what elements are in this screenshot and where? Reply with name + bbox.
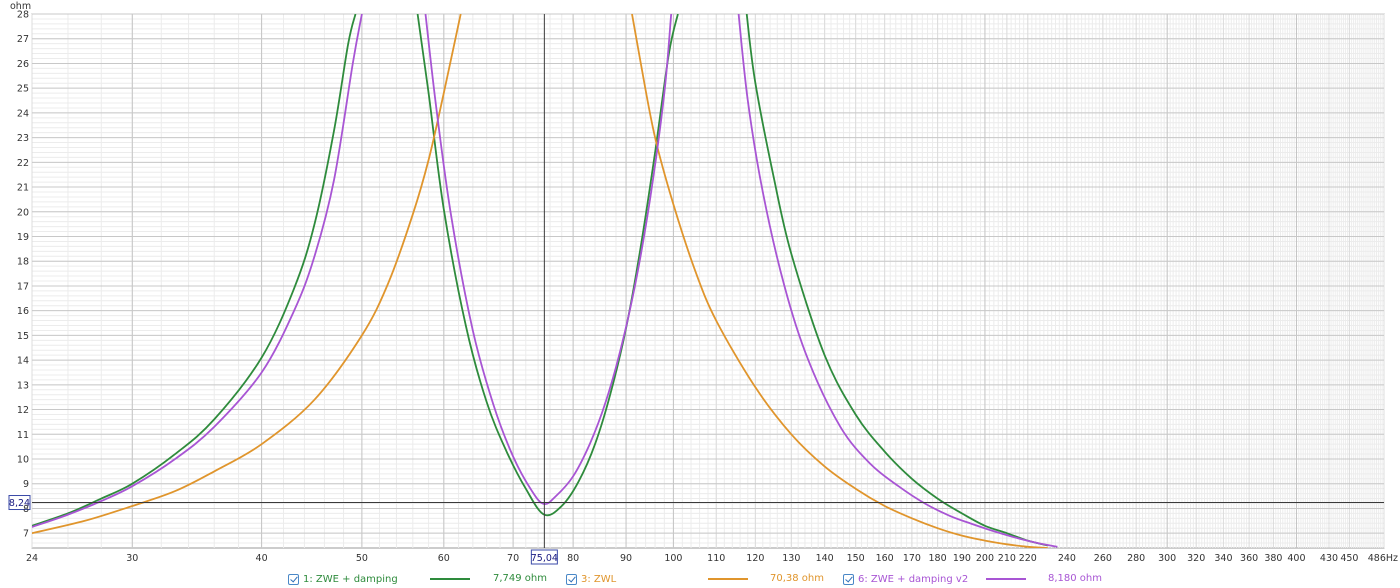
y-tick-label: 23 [17, 133, 29, 144]
x-tick-label: 190 [953, 553, 971, 564]
x-tick-label: 30 [126, 553, 138, 564]
series-line-1 [745, 14, 1049, 547]
y-tick-label: 11 [17, 430, 29, 441]
cursor[interactable]: 8,24 75,04 [8, 14, 1384, 565]
y-tick-label: 27 [17, 34, 29, 45]
y-tick-label: 14 [17, 356, 29, 367]
series-line-2 [32, 14, 462, 535]
x-tick-label: 110 [707, 553, 725, 564]
y-tick-label: 9 [23, 479, 29, 490]
x-tick-label: 170 [903, 553, 921, 564]
y-tick-label: 28 [17, 10, 29, 21]
y-tick-label: 24 [17, 108, 29, 119]
x-tick-label: 260 [1094, 553, 1112, 564]
x-tick-label: 150 [847, 553, 865, 564]
x-tick-label: 50 [356, 553, 368, 564]
impedance-chart[interactable]: 8,24 75,04 24 30 40 50 60 70 80 90 100 110 120 130 14… [0, 0, 1400, 570]
y-tick-label: 10 [17, 455, 29, 466]
x-tick-label: 90 [620, 553, 632, 564]
x-tick-label: 120 [746, 553, 764, 564]
x-tick-label: 486Hz [1368, 553, 1398, 564]
y-tick-label: 7 [23, 529, 29, 540]
legend-series-name: 1: ZWE + damping [303, 573, 398, 585]
y-tick-label: 19 [17, 232, 29, 243]
x-tick-label: 40 [256, 553, 268, 564]
legend-value-series-1: 7,749 ohm [493, 573, 548, 584]
x-tick-label: 300 [1158, 553, 1176, 564]
x-tick-label: 130 [782, 553, 800, 564]
legend-value-series-3: 70,38 ohm [770, 573, 825, 584]
x-axis-ticks: 24 30 40 50 60 70 80 90 100 110 120 130 140 150 160 170… [26, 553, 1398, 564]
series-line-3 [424, 14, 673, 505]
series-line-2 [631, 14, 1048, 548]
y-tick-label: 21 [17, 183, 29, 194]
x-tick-label: 280 [1127, 553, 1145, 564]
x-tick-label: 160 [876, 553, 894, 564]
x-tick-label: 220 [1019, 553, 1037, 564]
x-tick-label: 340 [1214, 553, 1232, 564]
series-layer [32, 14, 1058, 548]
legend-swatch-series-3 [708, 578, 748, 580]
y-tick-label: 26 [17, 59, 29, 70]
y-tick-label: 17 [17, 281, 29, 292]
y-tick-label: 12 [17, 405, 29, 416]
x-tick-label: 450 [1340, 553, 1358, 564]
x-tick-label: 60 [438, 553, 450, 564]
legend-swatch-series-1 [430, 578, 470, 580]
y-tick-label: 13 [17, 380, 29, 391]
series-line-3 [32, 14, 363, 528]
checkbox-checked-icon[interactable] [843, 573, 854, 585]
x-tick-label: 180 [929, 553, 947, 564]
series-line-1 [416, 14, 679, 517]
y-tick-label: 25 [17, 84, 29, 95]
legend-item-series-6[interactable]: 6: ZWE + damping v2 [843, 570, 968, 588]
x-tick-label: 430 [1320, 553, 1338, 564]
y-tick-label: 8 [23, 504, 29, 515]
x-tick-label: 210 [998, 553, 1016, 564]
x-tick-label: 70 [507, 553, 519, 564]
x-tick-label: 360 [1240, 553, 1258, 564]
legend-series-name: 3: ZWL [581, 573, 617, 585]
series-line-3 [737, 14, 1058, 548]
x-tick-label: 400 [1287, 553, 1305, 564]
x-tick-label: 240 [1058, 553, 1076, 564]
y-tick-label: 20 [17, 207, 29, 218]
cursor-y-box [8, 495, 31, 511]
x-tick-label: 80 [567, 553, 579, 564]
legend-series-name: 6: ZWE + damping v2 [858, 573, 969, 585]
x-tick-label: 320 [1187, 553, 1205, 564]
x-tick-label: 100 [664, 553, 682, 564]
y-axis-ticks: 7 8 9 10 11 12 13 14 15 16 17 18 19 20 21 22 23 24 25 26 27 2… [17, 10, 29, 540]
y-tick-label: 18 [17, 257, 29, 268]
y-tick-label: 16 [17, 306, 29, 317]
x-tick-label: 24 [26, 553, 38, 564]
legend-value-series-6: 8,180 ohm [1048, 573, 1103, 584]
x-tick-label: 380 [1264, 553, 1282, 564]
y-tick-label: 15 [17, 331, 29, 342]
legend: 1: ZWE + damping 7,749 ohm 3: ZWL 70,38 … [0, 570, 1400, 588]
cursor-x-label: 75,04 [531, 553, 558, 564]
cursor-y-label: 8,24 [9, 498, 30, 509]
checkbox-checked-icon[interactable] [566, 573, 577, 585]
series-line-1 [32, 14, 357, 527]
x-tick-label: 200 [976, 553, 994, 564]
checkbox-checked-icon[interactable] [288, 573, 299, 585]
major-gridlines [31, 13, 1385, 548]
y-tick-label: 22 [17, 158, 29, 169]
legend-item-series-3[interactable]: 3: ZWL [566, 570, 616, 588]
legend-item-series-1[interactable]: 1: ZWE + damping [288, 570, 398, 588]
cursor-x-box [530, 549, 558, 565]
legend-swatch-series-6 [986, 578, 1026, 580]
x-tick-label: 140 [816, 553, 834, 564]
y-unit-label: ohm [10, 1, 31, 12]
